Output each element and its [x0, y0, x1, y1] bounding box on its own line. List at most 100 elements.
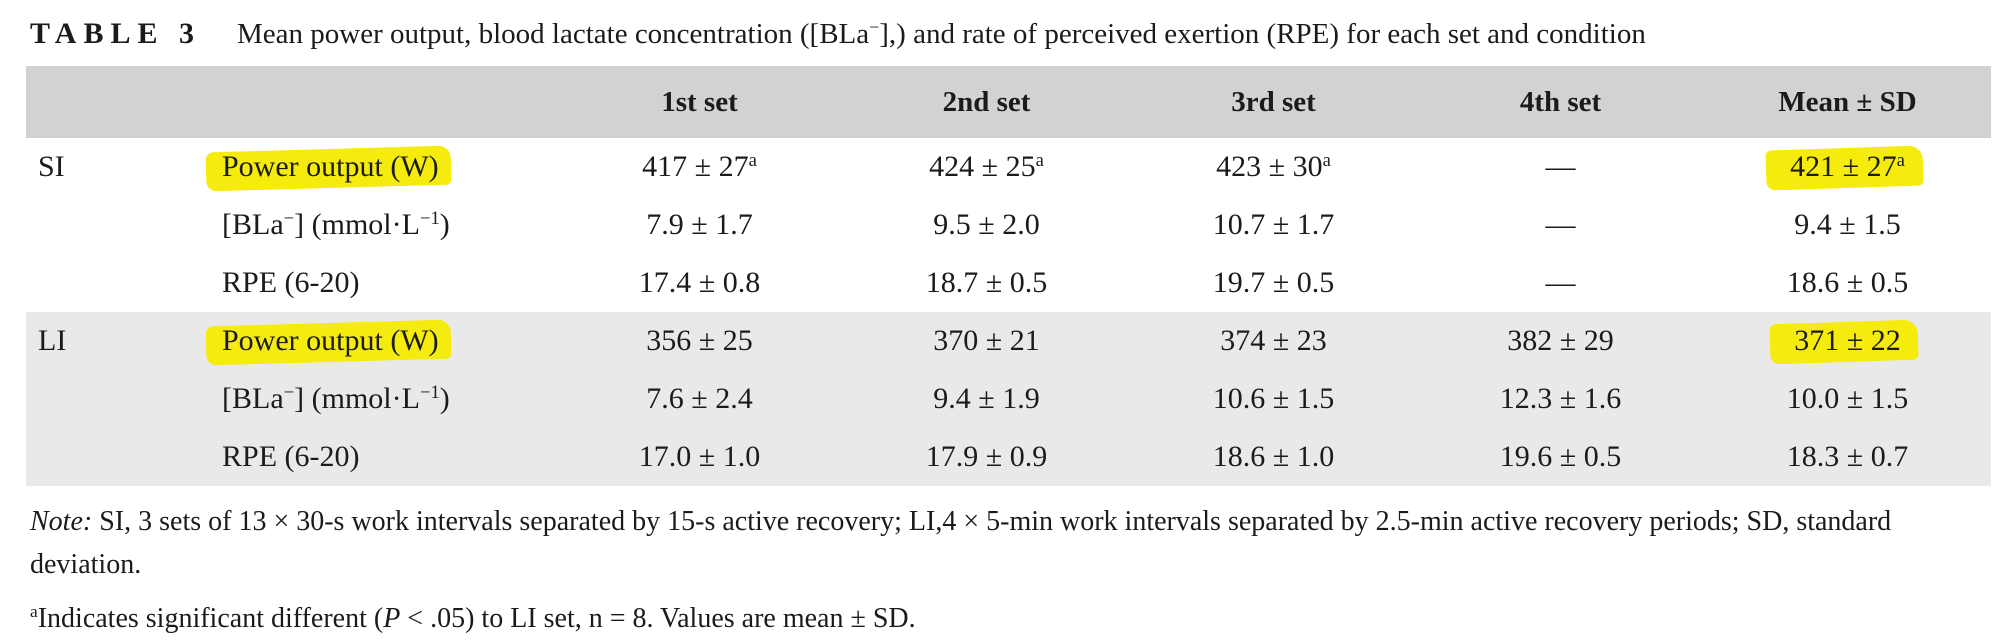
value: 19.7 ± 0.5: [1212, 266, 1335, 299]
value: 10.6 ± 1.5: [1212, 382, 1335, 415]
measure-label: RPE (6-20): [222, 440, 360, 473]
measure-label: RPE (6-20): [222, 266, 360, 299]
value-cell: 7.6 ± 2.4: [556, 370, 843, 428]
value-cell: 19.7 ± 0.5: [1130, 254, 1417, 312]
value-cell: 9.4 ± 1.9: [843, 370, 1130, 428]
value: 424 ± 25a: [929, 149, 1044, 183]
value: 7.9 ± 1.7: [646, 208, 753, 241]
condition-cell: [26, 428, 176, 486]
value-highlighted: 421 ± 27a: [1790, 149, 1905, 183]
value: —: [1545, 266, 1576, 299]
value: 18.6 ± 1.0: [1212, 440, 1335, 473]
column-header-2nd-set: 2nd set: [843, 66, 1130, 138]
value-cell: 371 ± 22: [1704, 312, 1991, 370]
value: 17.0 ± 1.0: [638, 440, 761, 473]
value: 12.3 ± 1.6: [1499, 382, 1622, 415]
condition-cell: [26, 196, 176, 254]
value: 423 ± 30a: [1216, 149, 1331, 183]
value: 9.4 ± 1.5: [1794, 208, 1901, 241]
measure-cell: [BLa−] (mmol·L−1): [176, 196, 556, 254]
footnote-text: Indicates significant different (P < .05…: [37, 602, 916, 634]
column-header-4th-set: 4th set: [1417, 66, 1704, 138]
condition-cell: [26, 370, 176, 428]
value-cell: 417 ± 27a: [556, 138, 843, 196]
measure-label-highlighted: Power output (W): [222, 324, 439, 357]
value: 417 ± 27a: [642, 149, 757, 183]
condition-cell: LI: [26, 312, 176, 370]
table-number-label: TABLE 3: [30, 17, 201, 50]
value-cell: 356 ± 25: [556, 312, 843, 370]
value: 10.7 ± 1.7: [1212, 208, 1335, 241]
measure-cell: Power output (W): [176, 312, 556, 370]
value-cell: 382 ± 29: [1417, 312, 1704, 370]
value-cell: 18.7 ± 0.5: [843, 254, 1130, 312]
value-cell: 10.7 ± 1.7: [1130, 196, 1417, 254]
value: 374 ± 23: [1220, 324, 1327, 357]
value: 9.4 ± 1.9: [933, 382, 1040, 415]
value: —: [1545, 150, 1576, 183]
table-body: SI Power output (W) 417 ± 27a 424 ± 25a 423 …: [26, 138, 1991, 486]
measure-cell: Power output (W): [176, 138, 556, 196]
value: 356 ± 25: [646, 324, 753, 357]
value: 382 ± 29: [1507, 324, 1614, 357]
value-cell: 9.4 ± 1.5: [1704, 196, 1991, 254]
measure-label: [BLa−] (mmol·L−1): [222, 207, 450, 241]
column-header-1st-set: 1st set: [556, 66, 843, 138]
measure-label: [BLa−] (mmol·L−1): [222, 381, 450, 415]
value-cell: 17.0 ± 1.0: [556, 428, 843, 486]
value-cell: 424 ± 25a: [843, 138, 1130, 196]
table-footnote: aIndicates significant different (P < .0…: [30, 597, 1994, 640]
value: 370 ± 21: [933, 324, 1040, 357]
column-header-condition: [26, 66, 176, 138]
value-cell: 421 ± 27a: [1704, 138, 1991, 196]
value: 17.9 ± 0.9: [925, 440, 1048, 473]
table-title: TABLE 3 Mean power output, blood lactate …: [26, 0, 1990, 66]
results-table: 1st set 2nd set 3rd set 4th set Mean ± S…: [26, 66, 1991, 486]
value: 17.4 ± 0.8: [638, 266, 761, 299]
value-cell: 9.5 ± 2.0: [843, 196, 1130, 254]
value: 10.0 ± 1.5: [1786, 382, 1909, 415]
measure-cell: [BLa−] (mmol·L−1): [176, 370, 556, 428]
table-row: [BLa−] (mmol·L−1) 7.6 ± 2.4 9.4 ± 1.9 10.6 …: [26, 370, 1991, 428]
value: 18.6 ± 0.5: [1786, 266, 1909, 299]
value-cell: —: [1417, 138, 1704, 196]
value: 18.7 ± 0.5: [925, 266, 1048, 299]
value: —: [1545, 208, 1576, 241]
table-row: [BLa−] (mmol·L−1) 7.9 ± 1.7 9.5 ± 2.0 10.7 …: [26, 196, 1991, 254]
measure-label-highlighted: Power output (W): [222, 150, 439, 183]
note-text: SI, 3 sets of 13 × 30-s work intervals s…: [30, 506, 1892, 581]
value-cell: 19.6 ± 0.5: [1417, 428, 1704, 486]
note-prefix: Note:: [30, 506, 93, 537]
table-note: Note: SI, 3 sets of 13 × 30-s work inter…: [30, 500, 1994, 587]
condition-cell: SI: [38, 150, 65, 183]
table-caption: Mean power output, blood lactate concent…: [236, 17, 1646, 50]
value-cell: 18.3 ± 0.7: [1704, 428, 1991, 486]
value-cell: 423 ± 30a: [1130, 138, 1417, 196]
measure-cell: RPE (6-20): [176, 428, 556, 486]
value-cell: 10.0 ± 1.5: [1704, 370, 1991, 428]
value-cell: 17.4 ± 0.8: [556, 254, 843, 312]
value-highlighted: 371 ± 22: [1794, 324, 1901, 357]
significance-marker: a: [1035, 149, 1044, 171]
value-cell: —: [1417, 254, 1704, 312]
column-header-3rd-set: 3rd set: [1130, 66, 1417, 138]
table-row: RPE (6-20) 17.0 ± 1.0 17.9 ± 0.9 18.6 ± 1.0…: [26, 428, 1991, 486]
table-notes: Note: SI, 3 sets of 13 × 30-s work inter…: [26, 486, 1996, 640]
significance-marker: a: [1896, 149, 1905, 171]
value-cell: 7.9 ± 1.7: [556, 196, 843, 254]
significance-marker: a: [748, 149, 757, 171]
value: 18.3 ± 0.7: [1786, 440, 1909, 473]
value-cell: —: [1417, 196, 1704, 254]
column-header-mean-sd: Mean ± SD: [1704, 66, 1991, 138]
measure-cell: RPE (6-20): [176, 254, 556, 312]
table-row: RPE (6-20) 17.4 ± 0.8 18.7 ± 0.5 19.7 ± 0.5…: [26, 254, 1991, 312]
value-cell: 17.9 ± 0.9: [843, 428, 1130, 486]
significance-marker: a: [1322, 149, 1331, 171]
value: 9.5 ± 2.0: [933, 208, 1040, 241]
value-cell: 18.6 ± 0.5: [1704, 254, 1991, 312]
table-row: LI Power output (W) 356 ± 25 370 ± 21 374 ± …: [26, 312, 1991, 370]
footnote-marker: a: [30, 602, 38, 622]
table-row: SI Power output (W) 417 ± 27a 424 ± 25a 423 …: [26, 138, 1991, 196]
value: 7.6 ± 2.4: [646, 382, 753, 415]
